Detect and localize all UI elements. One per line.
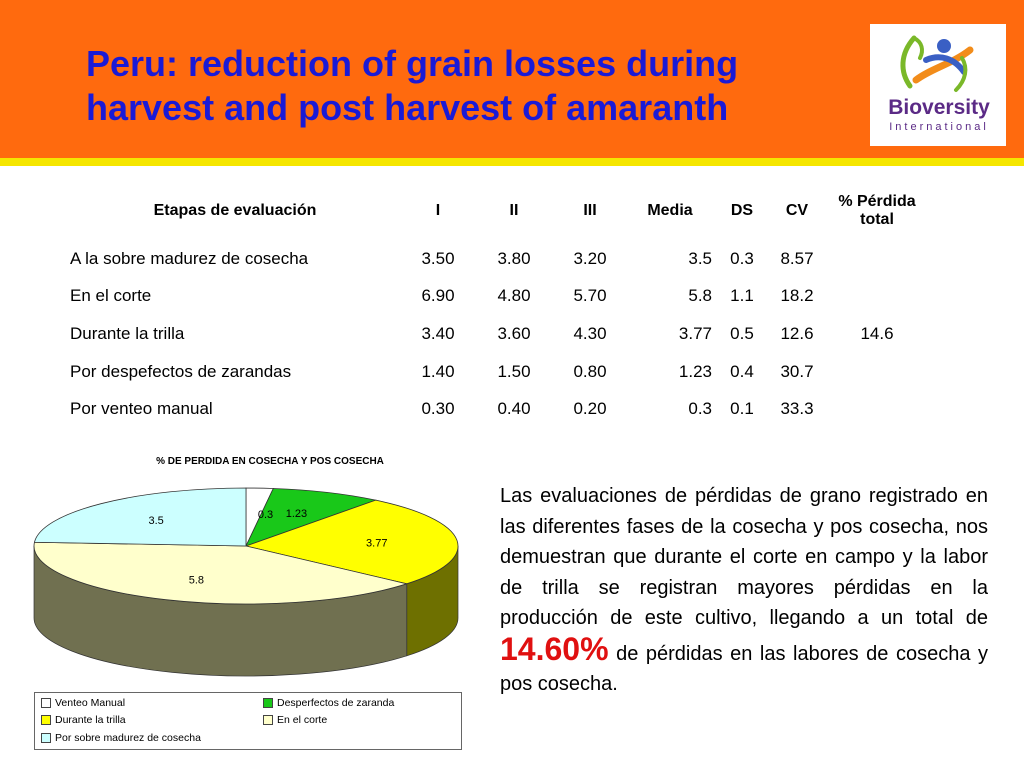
loss-pie-chart: % DE PERDIDA EN COSECHA Y POS COSECHA 0.3… (33, 456, 459, 677)
header-stripe (0, 158, 1024, 166)
header-cell: Media (647, 202, 693, 219)
table-cell: 0.20 (573, 399, 607, 419)
table-row: En el corte 6.90 4.80 5.70 5.8 1.1 18.2 (64, 278, 922, 316)
table-cell: 1.50 (497, 361, 531, 381)
table-cell: 1.23 (678, 361, 712, 381)
table-cell: 3.40 (421, 323, 455, 343)
table-header-row: Etapas de evaluación I II III Media DS C… (64, 182, 922, 240)
table-cell: 1.1 (730, 286, 754, 306)
table-cell: 0.3 (730, 248, 754, 268)
header-cell: I (435, 202, 441, 219)
total-loss-highlight: 14.60% (500, 630, 609, 667)
slide-title: Peru: reduction of grain losses during h… (86, 43, 739, 128)
logo-name: Bioversity (888, 96, 990, 119)
legend-label: Por sobre madurez de cosecha (55, 732, 201, 744)
pie-slice (245, 488, 378, 547)
header-cell: Etapas de evaluación (153, 202, 317, 219)
summary-paragraph: Las evaluaciones de pérdidas de grano re… (500, 481, 988, 700)
pie-value-label: 0.3 (258, 509, 273, 521)
table-cell: 30.7 (780, 361, 814, 381)
table-cell (832, 390, 922, 428)
summary-text-before: Las evaluaciones de pérdidas de grano re… (500, 485, 988, 629)
pie-value-label: 1.23 (286, 508, 307, 520)
legend-swatch (263, 698, 273, 709)
table-cell: 5.70 (573, 286, 607, 306)
table-cell: 3.5 (688, 248, 712, 268)
table-cell: 8.57 (780, 248, 814, 268)
legend-label: Desperfectos de zaranda (277, 697, 395, 709)
legend-label: En el corte (277, 714, 328, 726)
legend-swatch (263, 715, 273, 726)
header-cell: DS (730, 202, 754, 219)
table-cell: 4.80 (497, 286, 531, 306)
table-cell: 1.40 (421, 361, 455, 381)
table-cell: 4.30 (573, 323, 607, 343)
logo-figure-icon (900, 35, 974, 92)
pie-value-label: 3.77 (366, 537, 387, 549)
table-cell: A la sobre madurez de cosecha (70, 248, 309, 268)
table-cell: 33.3 (780, 399, 814, 419)
header-cell: II (509, 202, 519, 219)
legend-item: Desperfectos de zaranda (263, 696, 394, 710)
total-loss-cell: 14.6 (860, 323, 894, 343)
legend-label: Venteo Manual (55, 697, 126, 709)
table-cell: 0.3 (688, 399, 712, 419)
table-cell: Por venteo manual (70, 399, 213, 419)
table-cell: 3.80 (497, 248, 531, 268)
table-cell: 3.50 (421, 248, 455, 268)
legend-label: Durante la trilla (55, 714, 126, 726)
table-cell: 0.30 (421, 399, 455, 419)
logo-subtitle: International (889, 121, 989, 133)
table-cell: 3.60 (497, 323, 531, 343)
legend-item: Venteo Manual (41, 696, 125, 710)
bioversity-logo: Bioversity International (870, 24, 1006, 146)
table-cell: 3.77 (678, 323, 712, 343)
pie-slice (244, 499, 459, 585)
table-row: Por despefectos de zarandas 1.40 1.50 0.… (64, 353, 922, 391)
legend-item: En el corte (263, 713, 327, 727)
header-cell: CV (785, 202, 809, 219)
legend-swatch (41, 733, 51, 744)
table-cell (832, 240, 922, 278)
legend-item: Por sobre madurez de cosecha (41, 731, 201, 745)
header-banner (0, 0, 1024, 158)
table-cell: 0.4 (730, 361, 754, 381)
table-cell: 18.2 (780, 286, 814, 306)
table-row: Por venteo manual 0.30 0.40 0.20 0.3 0.1… (64, 390, 922, 428)
table-cell: 5.8 (688, 286, 712, 306)
legend-swatch (41, 715, 51, 726)
pie-slice (33, 541, 409, 605)
pie-value-label: 3.5 (148, 515, 163, 527)
table-cell: 0.5 (730, 323, 754, 343)
table-cell: 12.6 (780, 323, 814, 343)
table-cell: En el corte (70, 286, 152, 306)
losses-table: Etapas de evaluación I II III Media DS C… (64, 182, 922, 428)
header-cell: % Pérdida total (838, 193, 916, 228)
table-cell: Durante la trilla (70, 323, 185, 343)
chart-title: % DE PERDIDA EN COSECHA Y POS COSECHA (156, 456, 384, 467)
table-row: Durante la trilla 3.40 3.60 4.30 3.77 0.… (64, 315, 922, 353)
table-row: A la sobre madurez de cosecha 3.50 3.80 … (64, 240, 922, 278)
chart-legend: Venteo Manual Desperfectos de zaranda Dura… (34, 692, 462, 750)
table-cell: 0.40 (497, 399, 531, 419)
table-cell (832, 278, 922, 316)
pie-slice (33, 487, 247, 547)
legend-item: Durante la trilla (41, 713, 126, 727)
summary-text-after: de pérdidas en las labores de cosecha y … (500, 642, 988, 696)
table-cell: 6.90 (421, 286, 455, 306)
legend-swatch (41, 698, 51, 709)
header-cell: III (583, 202, 597, 219)
table-cell (832, 353, 922, 391)
table-cell: 3.20 (573, 248, 607, 268)
pie-value-label: 5.8 (189, 574, 204, 586)
table-cell: Por despefectos de zarandas (70, 361, 292, 381)
table-cell: 0.80 (573, 361, 607, 381)
table-cell: 0.1 (730, 399, 754, 419)
